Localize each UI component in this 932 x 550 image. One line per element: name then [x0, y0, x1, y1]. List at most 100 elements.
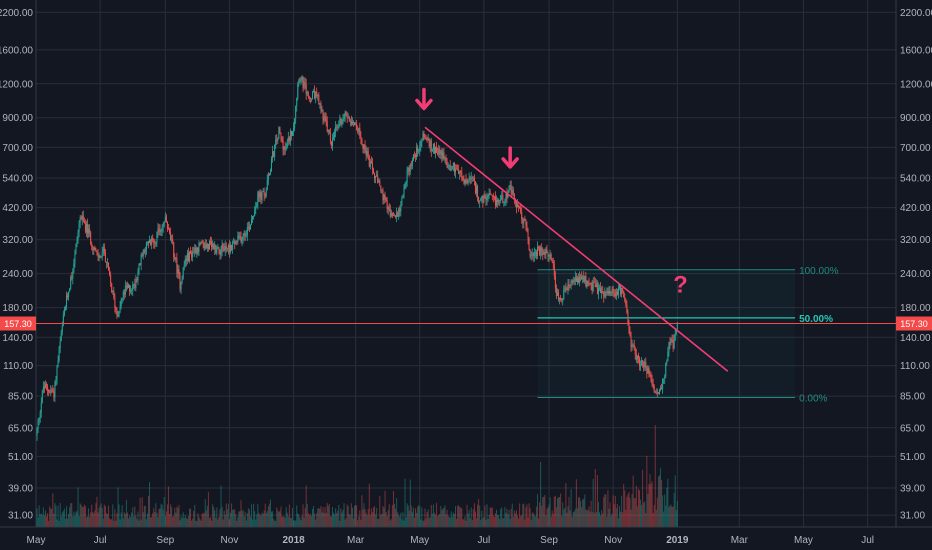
candle-body	[305, 84, 307, 95]
candle	[65, 291, 67, 311]
candle	[566, 286, 568, 291]
candle	[552, 257, 554, 270]
candle-body	[277, 137, 279, 141]
candle-body	[648, 368, 650, 375]
candle	[202, 239, 204, 249]
candle-body	[463, 179, 465, 184]
fibonacci-retracement[interactable]: 100.00%50.00%0.00%	[537, 266, 839, 405]
volume-bar	[418, 504, 420, 527]
candle-body	[632, 344, 634, 346]
volume-bar	[122, 518, 124, 527]
candle	[321, 105, 323, 113]
candle	[103, 243, 105, 256]
y-tick-label-left: 31.00	[8, 511, 33, 522]
candle	[626, 300, 628, 314]
candle-body	[491, 195, 493, 196]
volume-bar	[255, 519, 257, 527]
volume-bar	[442, 508, 444, 527]
candle	[290, 130, 292, 141]
candle-body	[52, 390, 54, 392]
candle	[354, 122, 356, 126]
candle-body	[193, 251, 195, 253]
candle	[433, 142, 435, 155]
down-arrow-icon[interactable]	[415, 87, 433, 111]
x-tick-label: Sep	[156, 535, 174, 546]
candle	[628, 319, 630, 335]
drawings[interactable]: ?	[415, 87, 729, 372]
volume-bar	[493, 517, 495, 527]
candle	[323, 112, 325, 124]
volume-bar	[145, 519, 147, 527]
x-tick-label: May	[410, 535, 429, 546]
volume-bar	[231, 503, 233, 527]
volume-bar	[648, 484, 650, 527]
candle-body	[301, 76, 303, 78]
candle	[164, 212, 166, 222]
volume-bar	[276, 507, 278, 527]
volume-bar	[98, 508, 100, 527]
candle	[511, 185, 513, 196]
candle	[615, 288, 617, 301]
candle-body	[114, 297, 116, 308]
volume-bar	[208, 518, 210, 527]
volume-bar	[472, 509, 474, 527]
candle	[237, 231, 239, 245]
candle-body	[383, 194, 385, 201]
candle-body	[106, 262, 108, 264]
candle	[284, 141, 286, 155]
candle	[266, 174, 268, 191]
volume-bar	[413, 517, 415, 527]
volume-bar	[64, 518, 66, 527]
candle	[198, 240, 200, 256]
candle-body	[402, 196, 404, 198]
candle	[238, 232, 240, 240]
candle-body	[203, 242, 205, 249]
volume-bar	[315, 519, 317, 527]
volume-bar	[317, 508, 319, 527]
question-annotation[interactable]: ?	[673, 271, 688, 298]
candle	[667, 346, 669, 362]
trendline[interactable]	[424, 126, 729, 372]
candle	[114, 293, 116, 313]
candle	[90, 230, 92, 246]
volume-bar	[404, 478, 406, 527]
candle-body	[282, 139, 284, 150]
price-axis[interactable]: 2200.002200.001600.001600.001200.001200.…	[0, 0, 932, 527]
volume-bar	[326, 503, 328, 527]
volume-bar	[324, 507, 326, 527]
volume-bar	[101, 508, 103, 527]
volume-bar	[118, 504, 120, 527]
candle-body	[255, 206, 257, 211]
candle	[390, 209, 392, 218]
volume-bar	[595, 512, 597, 527]
candle-body	[43, 386, 45, 388]
candle	[665, 362, 667, 379]
candle-body	[153, 239, 155, 243]
candle-body	[38, 418, 40, 421]
volume-bar	[501, 507, 503, 527]
candle-body	[258, 192, 260, 198]
volume-bar	[305, 485, 307, 527]
volume-bar	[672, 506, 674, 527]
candle-body	[663, 378, 665, 380]
candle-body	[169, 229, 171, 233]
candle-body	[233, 241, 235, 244]
candle-body	[569, 284, 571, 286]
candle	[176, 252, 178, 278]
candle	[296, 97, 298, 112]
candle	[217, 243, 219, 250]
time-axis[interactable]: May Jul Sep Nov 2018 Mar May Jul Sep Nov 2019 Mar Ma…	[0, 526, 932, 546]
candle	[518, 204, 520, 212]
candle	[349, 118, 351, 127]
down-arrow-icon[interactable]	[501, 146, 519, 169]
candle	[315, 91, 317, 104]
candle	[199, 242, 201, 247]
candle	[602, 285, 604, 294]
volume-bar	[299, 517, 301, 527]
candle-body	[359, 127, 361, 137]
candle	[408, 165, 410, 177]
candle-body	[268, 173, 270, 175]
volume-bar	[478, 499, 480, 527]
candle	[506, 187, 508, 204]
